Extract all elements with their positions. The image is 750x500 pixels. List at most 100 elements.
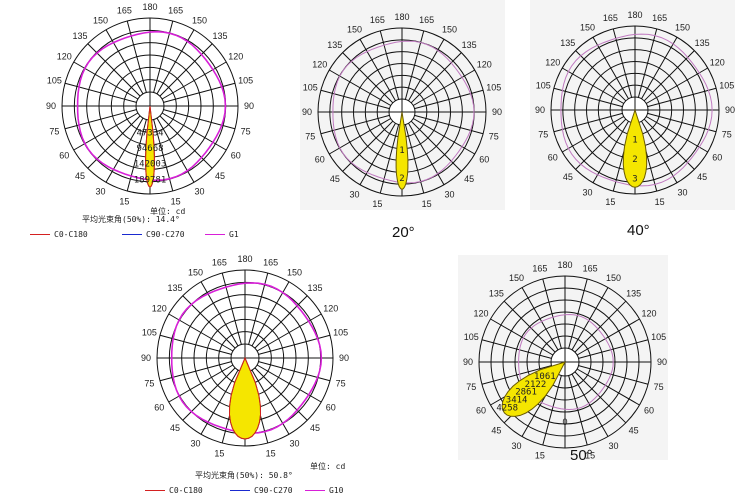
grid-spoke xyxy=(592,37,629,99)
angle-tick-label: 0 xyxy=(562,417,567,427)
angle-tick-label: 15 xyxy=(266,449,276,459)
beam-angle-text-4: 平均光束角(50%): 50.8° xyxy=(195,471,293,480)
grid-spoke xyxy=(562,116,624,153)
angle-tick-label: 45 xyxy=(215,171,225,181)
angle-tick-label: 120 xyxy=(545,58,560,68)
grid-spoke xyxy=(163,82,236,103)
angle-tick-label: 45 xyxy=(464,174,474,184)
polar-chart-4: 165 180 165 150 150 135 135 120 120 105 105 90 90 75 7… xyxy=(140,254,365,500)
angle-tick-label: 45 xyxy=(491,426,501,436)
angle-tick-label: 60 xyxy=(712,153,722,163)
grid-spoke xyxy=(413,69,475,106)
intensity-label: 1 xyxy=(632,135,637,145)
angle-tick-label: 75 xyxy=(49,127,59,137)
grid-spoke xyxy=(329,69,391,106)
grid-spoke xyxy=(87,43,141,97)
angle-tick-label: 180 xyxy=(394,12,409,22)
angle-tick-label: 165 xyxy=(263,257,278,267)
grid-spoke xyxy=(320,114,390,135)
angle-tick-label: 135 xyxy=(212,31,227,41)
grid-spoke xyxy=(182,367,236,421)
grid-spoke xyxy=(490,318,554,356)
grid-spoke xyxy=(408,123,445,185)
grid-spoke xyxy=(481,339,552,359)
grid-spoke xyxy=(410,52,462,104)
intensity-label: 142003 xyxy=(134,160,167,170)
grid-spoke xyxy=(646,116,708,153)
angle-tick-label: 60 xyxy=(154,403,164,413)
angle-tick-label: 105 xyxy=(464,332,479,342)
angle-tick-label: 150 xyxy=(287,267,302,277)
angle-tick-label: 165 xyxy=(583,263,598,273)
legend-item-c90: C90-C270 xyxy=(122,230,185,239)
grid-spoke xyxy=(503,300,556,353)
legend-label-c0-4: C0-C180 xyxy=(169,486,203,495)
intensity-label: 189781 xyxy=(134,175,167,185)
angle-tick-label: 90 xyxy=(725,105,735,115)
angle-tick-label: 90 xyxy=(657,357,667,367)
angle-tick-label: 60 xyxy=(644,406,654,416)
grid-spoke xyxy=(359,123,396,185)
intensity-label: 2 xyxy=(632,155,637,165)
grid-spoke xyxy=(553,112,623,133)
angle-tick-label: 60 xyxy=(326,403,336,413)
angle-tick-label: 90 xyxy=(244,101,254,111)
angle-tick-label: 165 xyxy=(370,15,385,25)
angle-tick-label: 75 xyxy=(336,379,346,389)
angle-tick-label: 180 xyxy=(557,260,572,270)
angle-tick-label: 60 xyxy=(315,155,325,165)
legend-item-c0: C0-C180 xyxy=(30,230,88,239)
angle-tick-label: 165 xyxy=(532,263,547,273)
grid-spoke xyxy=(574,300,627,353)
grid-spoke xyxy=(161,61,227,100)
angle-tick-label: 135 xyxy=(72,31,87,41)
g-reference-curve xyxy=(560,33,713,187)
grid-spoke xyxy=(163,109,236,130)
angle-tick-label: 150 xyxy=(580,23,595,33)
angle-tick-label: 150 xyxy=(188,267,203,277)
angle-tick-label: 180 xyxy=(627,10,642,20)
angle-tick-label: 90 xyxy=(46,101,56,111)
legend-item-c0-4: C0-C180 xyxy=(145,486,203,495)
grid-spoke xyxy=(646,67,708,104)
grid-spoke xyxy=(542,375,562,446)
beam-lobe xyxy=(395,111,409,190)
angle-tick-label: 60 xyxy=(476,406,486,416)
polar-chart-2: 165 180 165 150 150 135 135 120 120 105 105 90 90 75 7… xyxy=(300,0,505,250)
angle-tick-label: 15 xyxy=(119,197,129,207)
grid-spoke xyxy=(342,120,394,172)
c0-c180-curve xyxy=(228,356,262,440)
grid-spoke xyxy=(126,20,147,93)
angle-tick-label: 165 xyxy=(117,5,132,15)
angle-tick-label: 135 xyxy=(327,40,342,50)
angle-tick-label: 45 xyxy=(75,171,85,181)
angle-tick-label: 30 xyxy=(608,441,618,451)
intensity-label: 3 xyxy=(632,174,637,184)
grid-spoke xyxy=(159,334,232,355)
grid-spoke xyxy=(221,272,242,345)
grid-spoke xyxy=(521,287,559,351)
grid-spoke xyxy=(413,118,475,155)
angle-tick-label: 165 xyxy=(168,5,183,15)
polar-chart-1: 165 180 165 150 150 135 135 120 120 105 105 90 90 75 7… xyxy=(0,0,300,250)
angle-tick-label: 180 xyxy=(237,254,252,264)
grid-spoke xyxy=(320,89,390,110)
angle-tick-label: 75 xyxy=(538,130,548,140)
grid-spoke xyxy=(359,39,396,101)
intensity-label: 3414 xyxy=(506,396,528,406)
grid-spoke xyxy=(641,37,678,99)
angle-tick-label: 150 xyxy=(606,273,621,283)
intensity-label: 47334 xyxy=(136,129,163,139)
grid-spoke xyxy=(578,365,649,385)
grid-spoke xyxy=(105,117,144,183)
angle-tick-label: 15 xyxy=(372,199,382,209)
caption-20: 20° xyxy=(392,224,415,241)
grid-spoke xyxy=(643,50,695,102)
grid-spoke xyxy=(568,278,588,349)
angle-tick-label: 105 xyxy=(651,332,666,342)
grid-spoke xyxy=(414,89,484,110)
intensity-label: 2861 xyxy=(515,388,537,398)
grid-spoke xyxy=(254,367,308,421)
